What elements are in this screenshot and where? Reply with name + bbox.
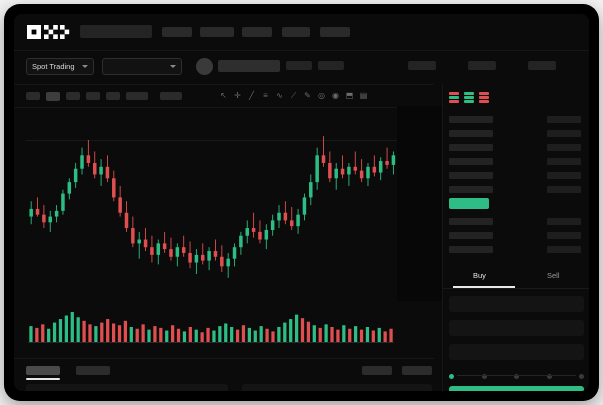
magnet-icon[interactable]: ◎ bbox=[318, 91, 325, 100]
active-tab-underline bbox=[26, 378, 60, 380]
orderbook-row-price[interactable] bbox=[449, 130, 493, 137]
nav-item-more[interactable] bbox=[282, 27, 310, 37]
trading-mode-label: Spot Trading bbox=[32, 62, 75, 71]
pair-name-label bbox=[218, 60, 280, 72]
chart-overlay-panel bbox=[397, 106, 442, 301]
nav-item-earn[interactable] bbox=[242, 27, 272, 37]
bottom-panel-right bbox=[242, 384, 432, 391]
orderbook-row-amount bbox=[547, 246, 581, 253]
timeframe-1h[interactable] bbox=[66, 92, 80, 100]
timeframe-15m[interactable] bbox=[46, 92, 60, 101]
candles-svg bbox=[29, 136, 421, 278]
slider-mark-0[interactable] bbox=[449, 373, 454, 379]
total-input[interactable] bbox=[449, 344, 584, 360]
tab-assets[interactable] bbox=[402, 366, 432, 375]
orderbook-row-amount bbox=[547, 158, 581, 165]
orderbook-row-price[interactable] bbox=[449, 144, 493, 151]
nav-item-assets[interactable] bbox=[320, 27, 350, 37]
fib-icon[interactable]: ≡ bbox=[263, 91, 268, 100]
volume-svg bbox=[28, 312, 394, 343]
timeframe-more[interactable] bbox=[126, 92, 148, 100]
market-subbar: Spot Trading bbox=[14, 50, 589, 84]
bottom-tabs bbox=[14, 358, 434, 381]
lock-icon[interactable]: ⬒ bbox=[345, 91, 354, 100]
chevron-down-icon bbox=[170, 65, 176, 68]
amount-input[interactable] bbox=[449, 320, 584, 336]
chart-gridline bbox=[26, 140, 426, 141]
slider-mark-25[interactable] bbox=[481, 373, 487, 379]
candlestick-chart[interactable] bbox=[14, 106, 434, 306]
tab-buy[interactable]: Buy bbox=[473, 271, 486, 280]
stat-volume bbox=[528, 61, 556, 70]
orderbook-view-toggles bbox=[449, 92, 489, 103]
orderbook-row-price[interactable] bbox=[449, 186, 493, 193]
orderbook-row-price[interactable] bbox=[449, 218, 493, 225]
stat-change bbox=[318, 61, 344, 70]
amount-slider[interactable] bbox=[449, 372, 584, 380]
coin-avatar bbox=[196, 58, 213, 75]
crosshair-icon[interactable]: ✛ bbox=[234, 91, 241, 100]
order-panel: Buy Sell bbox=[442, 84, 589, 391]
timeframe-4h[interactable] bbox=[86, 92, 100, 100]
orderbook-row-price[interactable] bbox=[449, 246, 493, 253]
book-bids-icon[interactable] bbox=[464, 92, 474, 103]
top-navigation-bar bbox=[14, 14, 589, 51]
orderbook-row-amount bbox=[547, 116, 581, 123]
orderbook-row-price[interactable] bbox=[449, 116, 493, 123]
orderbook-row-amount bbox=[547, 218, 581, 225]
device-frame: Spot Trading bbox=[4, 4, 599, 401]
indicators-button[interactable] bbox=[160, 92, 182, 100]
book-both-icon[interactable] bbox=[449, 92, 459, 103]
timeframe-1m[interactable] bbox=[26, 92, 40, 100]
cursor-icon[interactable]: ↖ bbox=[220, 91, 227, 100]
orderbook-row-amount bbox=[547, 232, 581, 239]
orderbook-row-amount bbox=[547, 186, 581, 193]
tab-order-history[interactable] bbox=[76, 366, 110, 375]
buy-sell-tabs: Buy Sell bbox=[443, 266, 589, 289]
orderbook-row-price[interactable] bbox=[449, 232, 493, 239]
stat-last-price bbox=[286, 61, 312, 70]
timeframe-1d[interactable] bbox=[106, 92, 120, 100]
eye-icon[interactable]: ◉ bbox=[332, 91, 339, 100]
orderbook-row-amount bbox=[547, 172, 581, 179]
stat-low bbox=[468, 61, 496, 70]
slider-mark-50[interactable] bbox=[514, 373, 519, 379]
orderbook-row-amount bbox=[547, 144, 581, 151]
brush-icon[interactable]: ✎ bbox=[304, 91, 311, 100]
orderbook-row-price[interactable] bbox=[449, 172, 493, 179]
book-asks-icon[interactable] bbox=[479, 92, 489, 103]
tab-sell[interactable]: Sell bbox=[547, 271, 560, 280]
orderbook-row-price[interactable] bbox=[449, 158, 493, 165]
ruler-icon[interactable]: ⟋ bbox=[290, 91, 297, 100]
pair-select[interactable] bbox=[102, 58, 182, 75]
trading-mode-select[interactable]: Spot Trading bbox=[26, 58, 94, 75]
trash-icon[interactable]: ▤ bbox=[359, 91, 368, 100]
search-box[interactable] bbox=[80, 25, 152, 38]
orderbook-row-amount bbox=[547, 130, 581, 137]
buy-tab-underline bbox=[453, 286, 515, 288]
nav-item-markets[interactable] bbox=[162, 27, 192, 37]
slider-track bbox=[457, 375, 576, 376]
slider-mark-75[interactable] bbox=[546, 373, 552, 379]
chevron-down-icon bbox=[82, 65, 88, 68]
nav-item-trade[interactable] bbox=[200, 27, 234, 37]
trendline-icon[interactable]: ╱ bbox=[249, 91, 254, 100]
slider-mark-100[interactable] bbox=[579, 373, 584, 379]
wave-icon[interactable]: ∿ bbox=[276, 91, 283, 100]
orderbook-last-price bbox=[449, 198, 489, 209]
tab-positions[interactable] bbox=[362, 366, 392, 375]
app-screen: Spot Trading bbox=[14, 14, 589, 391]
bottom-panel-left bbox=[26, 384, 228, 391]
stat-high bbox=[408, 61, 436, 70]
tab-open-orders[interactable] bbox=[26, 366, 60, 375]
chart-toolbar: ↖ ✛ ╱ ≡ ∿ ⟋ ✎ ◎ ◉ ⬒ ▤ bbox=[14, 84, 434, 108]
okx-logo[interactable] bbox=[26, 24, 72, 39]
price-input[interactable] bbox=[449, 296, 584, 312]
submit-buy-button[interactable] bbox=[449, 386, 584, 391]
volume-chart bbox=[14, 306, 434, 358]
